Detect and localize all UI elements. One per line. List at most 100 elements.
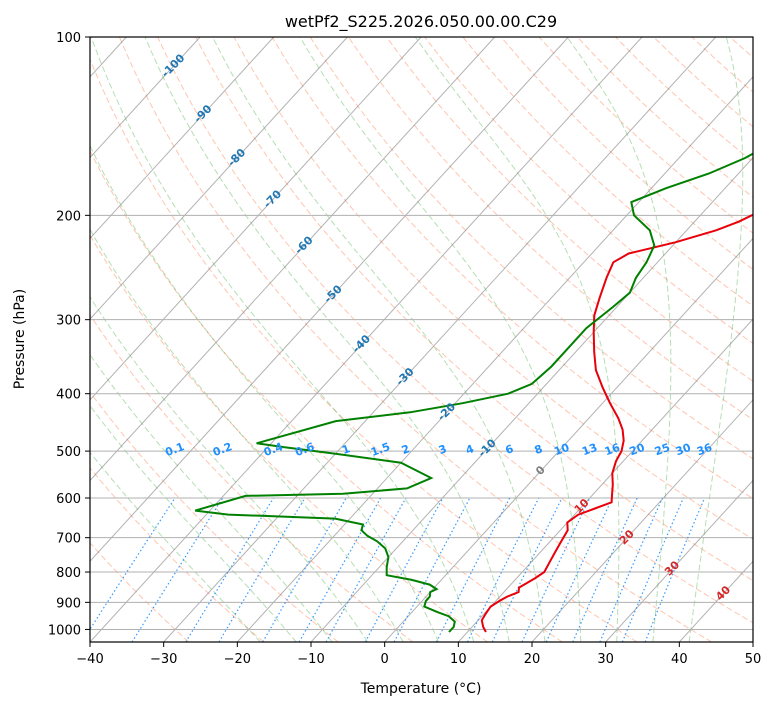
mixing-ratio-label: 20 [628, 441, 647, 459]
temperature-profile [480, 213, 753, 633]
mixing-ratio-label: 0.2 [211, 440, 234, 459]
y-tick-label: 400 [56, 388, 81, 403]
mixing-ratio-line [521, 497, 591, 642]
x-tick-label: −20 [224, 652, 251, 667]
x-tick-label: 20 [524, 652, 541, 667]
isotherm [678, 560, 753, 642]
mixing-ratio-label: 25 [653, 441, 672, 458]
y-tick-label: 1000 [48, 623, 81, 638]
x-tick-label: −30 [150, 652, 177, 667]
x-tick-label: 10 [450, 652, 467, 667]
dry-adiabat [90, 234, 488, 642]
x-tick-label: 30 [597, 652, 614, 667]
mixing-ratio-line [572, 497, 638, 642]
isotherm [236, 76, 753, 642]
y-tick-label: 700 [56, 532, 81, 547]
moist-adiabat [90, 228, 404, 642]
mixing-ratio-line [185, 497, 275, 642]
mixing-ratio-line [435, 497, 511, 642]
mixing-ratio-label: 36 [695, 441, 714, 459]
x-tick-label: 50 [745, 652, 762, 667]
moist-adiabat [414, 37, 620, 642]
y-tick-label: 100 [56, 31, 81, 46]
y-tick-labels: 1000 900 800 700 600 500 400 300 200 100 [48, 31, 90, 638]
mixing-ratio-line [393, 497, 471, 642]
dry-adiabat [157, 37, 753, 624]
isotherm [90, 37, 201, 159]
mixing-ratio-line [131, 497, 224, 642]
moist-adiabat [90, 353, 333, 642]
dry-adiabat [615, 37, 753, 163]
mixing-ratio-label: 6 [504, 442, 516, 457]
x-axis-label: Temperature (°C) [360, 681, 482, 697]
chart-title: wetPf2_S225.2026.050.00.00.C29 [285, 12, 557, 32]
isotherm [605, 479, 753, 642]
isotherm [90, 37, 422, 401]
moist-adiabat [566, 37, 672, 642]
dry-adiabat [90, 467, 264, 642]
mixing-ratio-line [218, 497, 306, 642]
dry-adiabat [90, 542, 190, 642]
dry-adiabat [118, 37, 712, 642]
isotherm [90, 37, 643, 642]
dewpoint-profile [194, 152, 753, 633]
isotherm [531, 399, 753, 642]
dry-adiabat [653, 37, 753, 128]
dry-adiabat [576, 37, 753, 198]
mixing-ratio-line [466, 497, 540, 642]
dry-adiabat [691, 37, 753, 93]
isotherm [90, 37, 569, 563]
mixing-ratio-label: 1 [340, 442, 352, 457]
dry-adiabat [462, 37, 753, 307]
mixing-ratio-line [599, 497, 663, 642]
isotherm [752, 641, 753, 642]
dry-adiabat [271, 37, 753, 500]
isotherm [90, 37, 496, 482]
y-tick-label: 300 [56, 314, 81, 329]
dry-adiabat [538, 37, 753, 234]
isotherm [384, 237, 753, 642]
moist-adiabat [90, 451, 261, 642]
x-tick-label: 40 [671, 652, 688, 667]
moist-adiabat [90, 37, 475, 642]
mixing-ratio-label: 4 [464, 442, 476, 457]
isotherm [310, 156, 753, 642]
plot-frame [89, 36, 754, 643]
mixing-ratio-label: 30 [674, 441, 693, 459]
dry-adiabat [90, 58, 638, 642]
mixing-ratio-label: 3 [437, 442, 449, 457]
y-tick-label: 800 [56, 566, 81, 581]
dry-adiabat [90, 391, 339, 642]
dry-adiabat [195, 37, 753, 582]
x-tick-label: −40 [76, 652, 103, 667]
isotherm [457, 318, 753, 642]
mixing-ratio-line [491, 497, 563, 642]
mixing-ratio-label: 16 [603, 441, 622, 459]
mixing-ratio-line [364, 497, 444, 642]
y-axis-label: Pressure (hPa) [12, 289, 28, 389]
dry-adiabat [347, 37, 753, 421]
dry-adiabat [386, 37, 753, 382]
moist-adiabat [144, 37, 510, 642]
dry-adiabat [90, 313, 414, 642]
isotherm [90, 37, 275, 240]
moist-adiabat [212, 37, 546, 642]
y-tick-label: 500 [56, 445, 81, 460]
moist-adiabat [90, 144, 439, 642]
mixing-ratio-line [644, 497, 706, 642]
plot-clip-group: -100-90-80-70-60-50-40-30-20-10010203040… [90, 37, 753, 642]
y-tick-label: 200 [56, 209, 81, 224]
mixing-ratio-label: 1.5 [369, 440, 392, 459]
moist-adiabat [688, 37, 744, 642]
mixing-ratio-label: 13 [580, 441, 599, 458]
mixing-ratio-line [621, 497, 684, 642]
y-tick-label: 600 [56, 492, 81, 507]
moist-adiabat [90, 296, 369, 642]
y-tick-label: 900 [56, 596, 81, 611]
x-tick-label: 0 [381, 652, 389, 667]
mixing-ratio-label: 2 [400, 442, 412, 457]
isotherm [163, 37, 717, 642]
dry-adiabat [424, 37, 753, 344]
isotherm [90, 37, 348, 320]
